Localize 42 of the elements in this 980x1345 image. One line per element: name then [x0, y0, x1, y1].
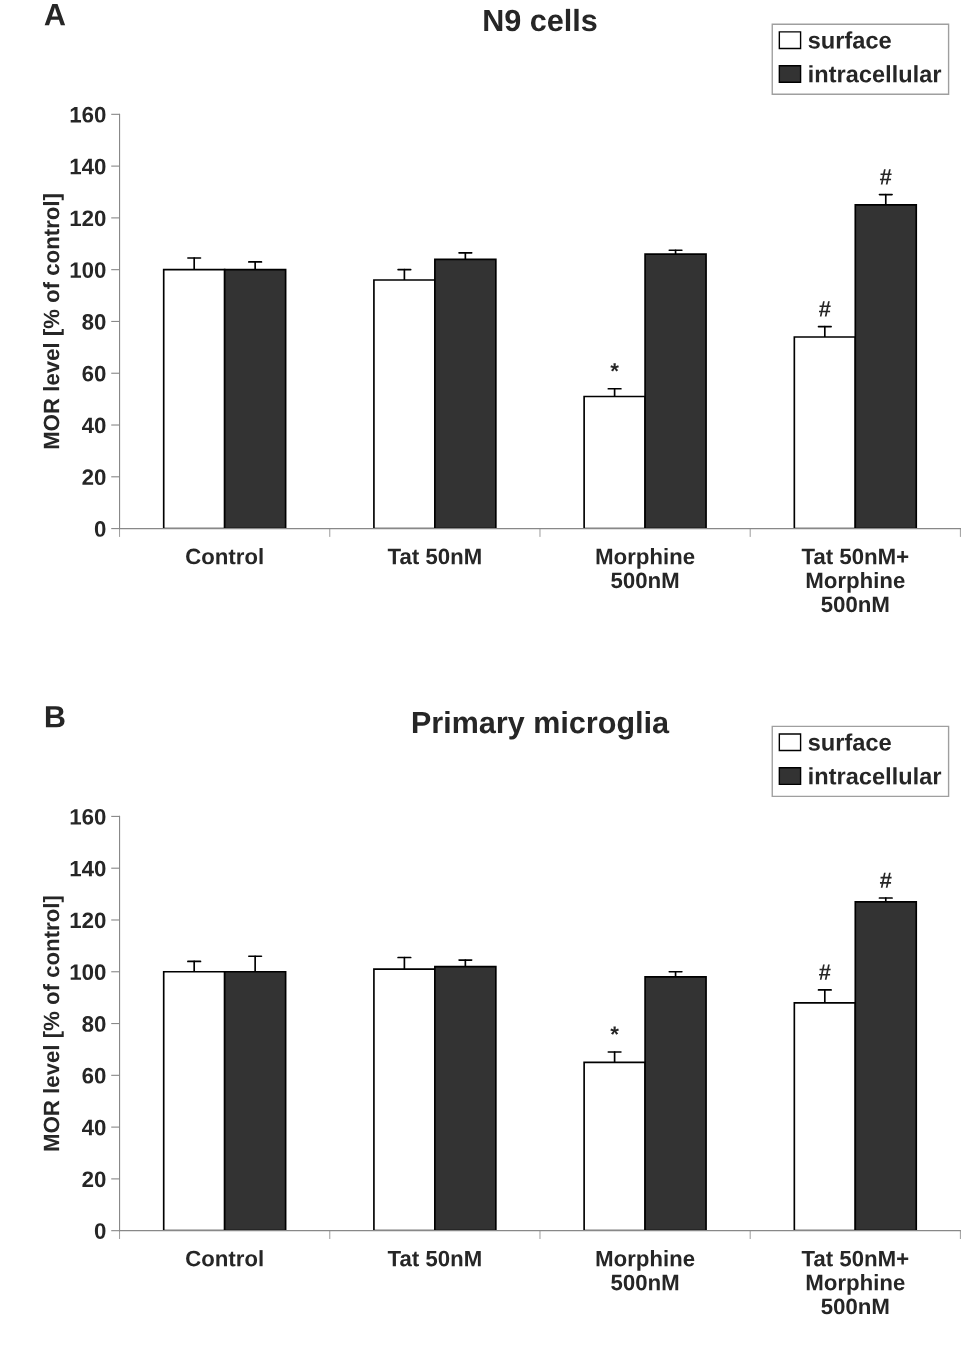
annotation: * [610, 363, 619, 372]
x-tick-label: Morphine 500nM [596, 1250, 695, 1291]
annotation: # [879, 872, 892, 888]
text: A [44, 4, 66, 26]
y-tick-label: 0 [94, 521, 106, 537]
y-tick-label: 80 [82, 313, 106, 330]
annotation: * [610, 1026, 619, 1035]
chart-title: N9 cells [484, 8, 597, 32]
y-tick-label: 140 [70, 860, 106, 877]
annotation: # [819, 301, 831, 317]
y-tick-label: 60 [82, 365, 106, 382]
x-tick-label: Control [186, 548, 263, 565]
chart-title: Primary microglia [412, 710, 670, 740]
x-tick-label: Tat 50nM [387, 1250, 481, 1267]
legend-label: intracellular [809, 65, 942, 83]
y-tick-label: 20 [82, 469, 106, 486]
text: B [45, 706, 65, 728]
x-tick-label: Tat 50nM+ Morphine 500nM [801, 548, 909, 613]
legend-label: surface [808, 733, 891, 751]
annotation: # [819, 964, 831, 980]
y-axis-title: MOR level [% of control] [43, 194, 64, 449]
y-tick-label: 40 [81, 1119, 106, 1136]
x-tick-label: Tat 50nM+ Morphine 500nM [801, 1250, 909, 1315]
legend-label: surface [808, 31, 891, 49]
y-tick-label: 80 [82, 1016, 106, 1032]
y-tick-label: 160 [70, 808, 106, 825]
y-tick-label: 160 [70, 106, 106, 123]
legend-label: intracellular [809, 767, 942, 785]
x-tick-label: Morphine 500nM [596, 548, 695, 589]
y-tick-label: 120 [70, 210, 106, 227]
y-axis-title: MOR level [% of control] [43, 896, 64, 1151]
y-tick-label: 140 [70, 158, 106, 175]
x-tick-label: Tat 50nM [387, 548, 481, 565]
y-tick-label: 100 [70, 262, 106, 278]
x-tick-label: Control [186, 1250, 263, 1267]
y-tick-label: 120 [70, 912, 106, 929]
y-tick-label: 20 [82, 1171, 106, 1188]
y-tick-label: 60 [82, 1067, 106, 1084]
y-tick-label: 100 [70, 964, 106, 981]
y-tick-label: 0 [94, 1223, 106, 1239]
y-tick-label: 40 [81, 417, 106, 434]
annotation: # [879, 169, 892, 185]
